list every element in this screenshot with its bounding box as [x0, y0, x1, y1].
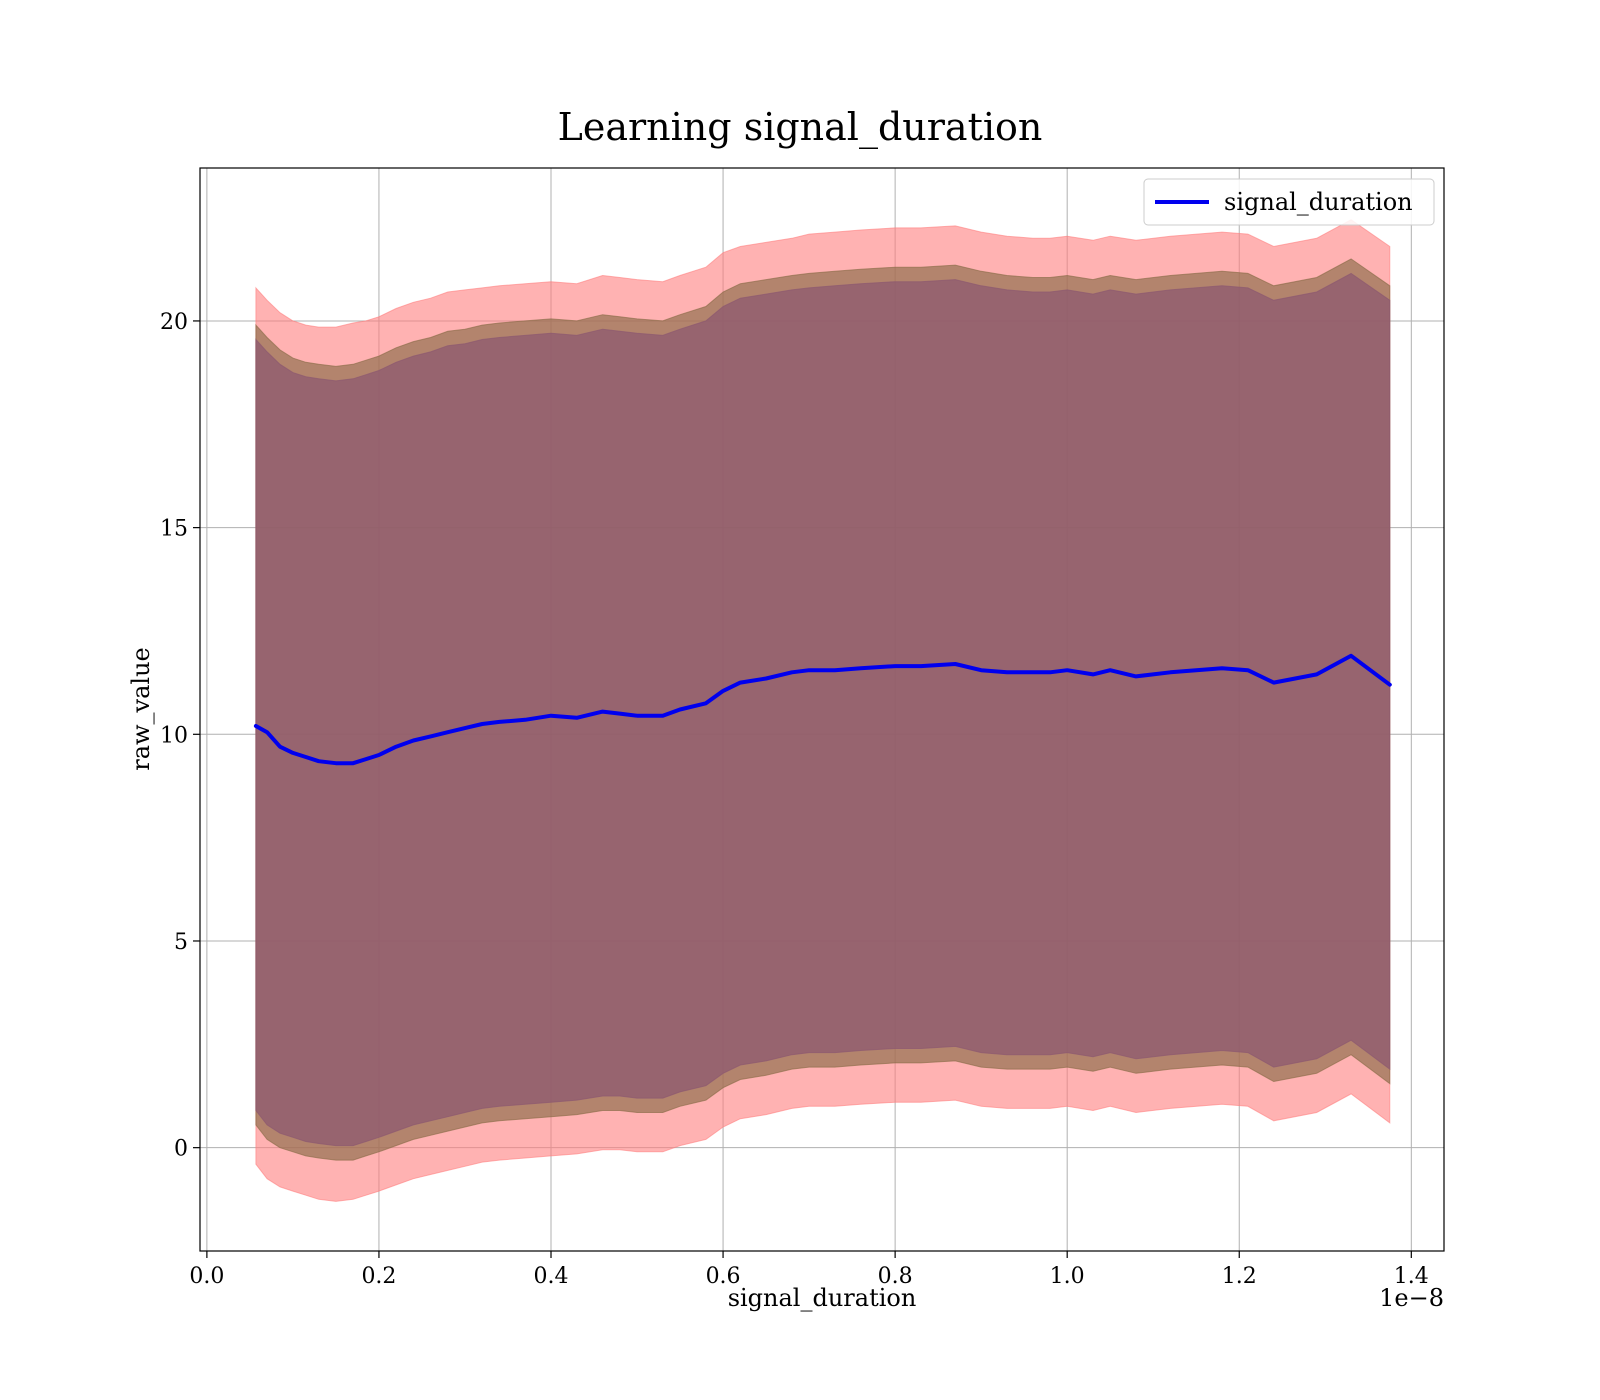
bands [255, 219, 1391, 1202]
y-tick-label: 15 [160, 517, 188, 542]
x-tick-label: 0.6 [706, 1264, 741, 1289]
legend-box [1143, 178, 1435, 226]
legend-label: signal_duration [1224, 188, 1413, 216]
x-tick-label: 0.0 [189, 1264, 224, 1289]
legend: signal_duration [1143, 178, 1435, 226]
plot-frame [199, 167, 1445, 1252]
series-lines [253, 653, 1392, 766]
y-axis-label: raw_value [127, 647, 155, 771]
confidence-band [255, 272, 1391, 1147]
x-tick-label: 1.0 [1050, 1264, 1085, 1289]
series-line [253, 653, 1392, 766]
x-tick-label: 1.4 [1394, 1264, 1429, 1289]
x-axis-label: signal_duration [728, 1284, 917, 1312]
y-tick-label: 20 [160, 310, 188, 335]
x-axis-ticks: 0.0 0.2 0.4 0.6 0.8 1.0 1.2 1.4 [189, 1251, 1429, 1289]
y-tick-label: 5 [174, 930, 188, 955]
x-tick-label: 0.8 [878, 1264, 913, 1289]
chart-title: Learning signal_duration [558, 105, 1043, 150]
y-tick-label: 10 [160, 723, 188, 748]
y-tick-label: 0 [174, 1137, 188, 1162]
x-tick-label: 1.2 [1222, 1264, 1257, 1289]
x-tick-label: 0.4 [534, 1264, 569, 1289]
x-tick-label: 0.2 [361, 1264, 396, 1289]
x-axis-offset-label: 1e−8 [1379, 1284, 1444, 1312]
y-axis-ticks: 0 5 10 15 20 [160, 310, 200, 1162]
